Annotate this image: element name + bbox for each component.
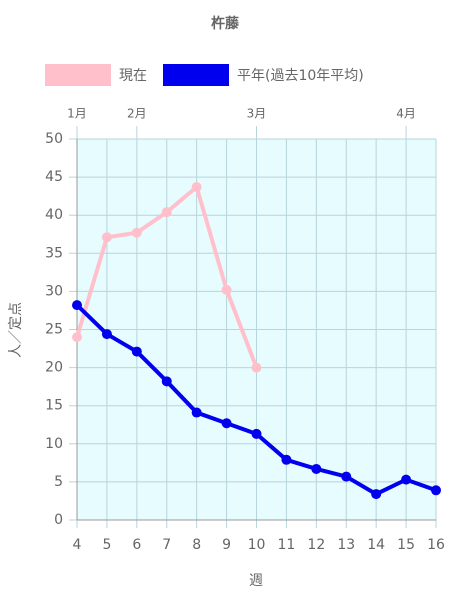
legend-swatch xyxy=(163,64,229,86)
x-axis-label: 週 xyxy=(249,573,263,589)
y-tick-label: 15 xyxy=(45,398,63,414)
data-point xyxy=(311,463,322,474)
data-point xyxy=(251,362,262,373)
y-tick-label: 45 xyxy=(45,169,63,185)
x2-tick-label: 2月 xyxy=(127,107,147,121)
data-point xyxy=(72,332,82,343)
x-tick-label: 13 xyxy=(337,537,355,553)
data-point xyxy=(431,485,441,496)
y-tick-label: 35 xyxy=(45,245,63,261)
data-point xyxy=(72,300,82,311)
y-axis-label: 人／定点 xyxy=(8,302,24,358)
x2-tick-label: 1月 xyxy=(67,107,87,121)
chart-title: 杵藤 xyxy=(211,15,240,32)
y-tick-label: 30 xyxy=(45,283,63,299)
x-tick-label: 15 xyxy=(397,537,415,553)
y-tick-label: 10 xyxy=(45,436,63,452)
x-tick-label: 16 xyxy=(427,537,445,553)
x-tick-label: 4 xyxy=(73,537,82,553)
y-tick-label: 50 xyxy=(45,131,63,147)
data-point xyxy=(101,329,112,340)
data-point xyxy=(221,284,232,295)
y-tick-label: 20 xyxy=(45,360,63,376)
x-tick-label: 10 xyxy=(248,537,266,553)
data-point xyxy=(251,428,262,439)
x2-tick-label: 3月 xyxy=(247,107,267,121)
data-point xyxy=(191,182,202,193)
legend-label: 現在 xyxy=(119,68,147,84)
y-tick-label: 0 xyxy=(54,512,63,528)
data-point xyxy=(341,471,352,482)
legend-label: 平年(過去10年平均) xyxy=(237,68,364,84)
data-point xyxy=(161,207,172,218)
x-tick-label: 12 xyxy=(307,537,325,553)
data-point xyxy=(131,346,142,357)
data-point xyxy=(401,474,412,485)
data-point xyxy=(371,489,382,500)
y-tick-label: 5 xyxy=(54,474,63,490)
x-tick-label: 5 xyxy=(102,537,111,553)
x-tick-label: 7 xyxy=(162,537,171,553)
y-tick-label: 40 xyxy=(45,207,63,223)
data-point xyxy=(131,227,142,238)
x-tick-label: 14 xyxy=(367,537,385,553)
data-point xyxy=(161,376,172,387)
x2-tick-label: 4月 xyxy=(396,107,416,121)
legend-swatch xyxy=(45,64,111,86)
y-tick-label: 25 xyxy=(45,322,63,338)
data-point xyxy=(281,454,292,465)
x-tick-label: 9 xyxy=(222,537,231,553)
data-point xyxy=(101,232,112,243)
data-point xyxy=(191,407,202,418)
x-tick-label: 11 xyxy=(278,537,296,553)
x-tick-label: 6 xyxy=(132,537,141,553)
data-point xyxy=(221,418,232,429)
x-tick-label: 8 xyxy=(192,537,201,553)
